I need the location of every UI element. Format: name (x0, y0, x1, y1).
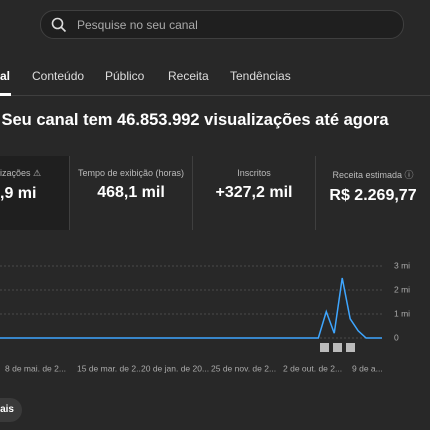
y-tick-label: 3 mi (394, 260, 410, 270)
card-title: Inscritos (237, 168, 271, 178)
y-tick-label: 0 (394, 332, 399, 342)
y-tick-label: 2 mi (394, 284, 410, 294)
card-value: +327,2 mil (215, 184, 293, 201)
card-title-text: Receita estimada (332, 170, 403, 180)
tab[interactable]: Público (105, 69, 145, 83)
x-tick-label: 25 de nov. de 2... (211, 363, 276, 373)
card-value: ,9 mi (0, 185, 37, 202)
card-title: izações ⚠ (0, 168, 42, 178)
search-icon (51, 17, 67, 33)
line (0, 277, 382, 339)
search-box[interactable]: Pesquise no seu canal (40, 10, 404, 39)
tab[interactable]: Receita (168, 69, 209, 83)
x-tick-label: 8 de mai. de 2... (5, 363, 66, 373)
headline: Seu canal tem 46.853.992 visualizações a… (1, 111, 389, 129)
search-placeholder: Pesquise no seu canal (77, 18, 198, 32)
video-marker[interactable] (346, 343, 355, 352)
card-value: 468,1 mil (97, 184, 165, 201)
video-marker[interactable] (320, 343, 329, 352)
card-title-text: izações (0, 168, 31, 178)
tab-indicator (0, 93, 11, 96)
tab[interactable]: Tendências (230, 69, 291, 83)
metric-card[interactable]: Inscritos +327,2 mil (193, 156, 316, 230)
metric-card[interactable]: Receita estimada ⓘ R$ 2.269,77 (316, 156, 430, 230)
video-marker[interactable] (333, 343, 342, 352)
divider (0, 95, 430, 96)
tab[interactable]: al (0, 69, 11, 83)
metric-card[interactable]: izações ⚠ ,9 mi (0, 156, 70, 230)
card-title: Tempo de exibição (horas) (77, 168, 185, 178)
x-tick-label: 9 de a... (352, 363, 383, 373)
card-value: R$ 2.269,77 (329, 187, 417, 204)
x-tick-label: 20 de jan. de 20... (141, 363, 209, 373)
x-tick-label: 2 de out. de 2... (283, 363, 342, 373)
card-title: Receita estimada ⓘ (332, 170, 414, 180)
more-button[interactable]: ais (0, 398, 22, 422)
tab[interactable]: Conteúdo (32, 69, 85, 83)
y-tick-label: 1 mi (394, 308, 410, 318)
metric-card[interactable]: Tempo de exibição (horas) 468,1 mil (70, 156, 193, 230)
x-tick-label: 15 de mar. de 2... (77, 363, 143, 373)
